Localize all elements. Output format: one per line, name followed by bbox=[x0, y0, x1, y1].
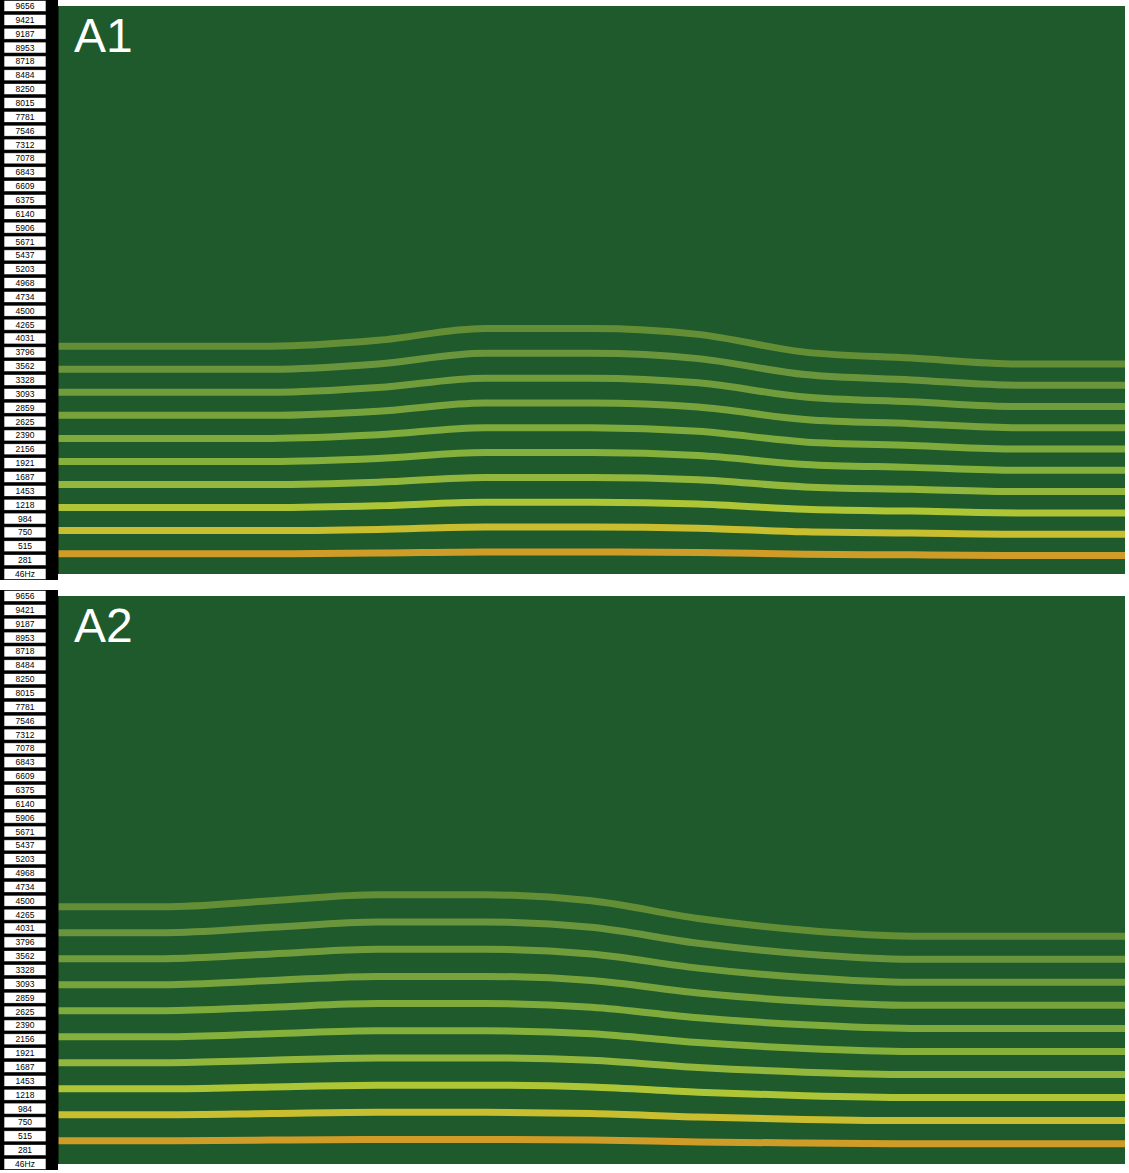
svg-text:5906: 5906 bbox=[16, 223, 35, 233]
svg-text:3328: 3328 bbox=[16, 375, 35, 385]
svg-text:8015: 8015 bbox=[16, 688, 35, 698]
svg-text:7546: 7546 bbox=[16, 716, 35, 726]
svg-text:8250: 8250 bbox=[16, 84, 35, 94]
svg-text:6375: 6375 bbox=[16, 195, 35, 205]
svg-text:1218: 1218 bbox=[16, 500, 35, 510]
svg-text:515: 515 bbox=[18, 1131, 32, 1141]
svg-text:7078: 7078 bbox=[16, 743, 35, 753]
svg-text:9656: 9656 bbox=[16, 1, 35, 11]
svg-text:9421: 9421 bbox=[16, 605, 35, 615]
svg-text:6375: 6375 bbox=[16, 785, 35, 795]
svg-text:4734: 4734 bbox=[16, 292, 35, 302]
svg-text:46Hz: 46Hz bbox=[15, 1159, 35, 1169]
svg-text:515: 515 bbox=[18, 541, 32, 551]
svg-text:3093: 3093 bbox=[16, 389, 35, 399]
svg-text:4031: 4031 bbox=[16, 333, 35, 343]
svg-text:281: 281 bbox=[18, 1145, 32, 1155]
svg-text:4968: 4968 bbox=[16, 278, 35, 288]
svg-text:9656: 9656 bbox=[16, 591, 35, 601]
svg-text:5203: 5203 bbox=[16, 264, 35, 274]
svg-text:5906: 5906 bbox=[16, 813, 35, 823]
svg-text:1921: 1921 bbox=[16, 458, 35, 468]
svg-text:2859: 2859 bbox=[16, 403, 35, 413]
svg-text:9421: 9421 bbox=[16, 15, 35, 25]
svg-text:5437: 5437 bbox=[16, 250, 35, 260]
svg-text:6609: 6609 bbox=[16, 771, 35, 781]
svg-text:2625: 2625 bbox=[16, 417, 35, 427]
svg-text:1453: 1453 bbox=[16, 486, 35, 496]
svg-text:4500: 4500 bbox=[16, 896, 35, 906]
svg-text:5437: 5437 bbox=[16, 840, 35, 850]
svg-text:6843: 6843 bbox=[16, 167, 35, 177]
svg-text:281: 281 bbox=[18, 555, 32, 565]
svg-text:1921: 1921 bbox=[16, 1048, 35, 1058]
svg-text:5671: 5671 bbox=[16, 237, 35, 247]
svg-text:2156: 2156 bbox=[16, 1034, 35, 1044]
svg-text:4265: 4265 bbox=[16, 910, 35, 920]
svg-text:8718: 8718 bbox=[16, 646, 35, 656]
svg-text:6140: 6140 bbox=[16, 799, 35, 809]
svg-text:4265: 4265 bbox=[16, 320, 35, 330]
svg-text:8953: 8953 bbox=[16, 633, 35, 643]
svg-text:8953: 8953 bbox=[16, 43, 35, 53]
svg-text:3796: 3796 bbox=[16, 937, 35, 947]
svg-text:7312: 7312 bbox=[16, 730, 35, 740]
html-text:A1: A1 bbox=[74, 9, 133, 62]
svg-text:3093: 3093 bbox=[16, 979, 35, 989]
svg-text:6609: 6609 bbox=[16, 181, 35, 191]
svg-text:3562: 3562 bbox=[16, 361, 35, 371]
svg-text:4031: 4031 bbox=[16, 923, 35, 933]
html-text:A2: A2 bbox=[74, 599, 133, 652]
svg-text:1687: 1687 bbox=[16, 472, 35, 482]
svg-text:750: 750 bbox=[18, 527, 32, 537]
svg-text:750: 750 bbox=[18, 1117, 32, 1127]
svg-text:2156: 2156 bbox=[16, 444, 35, 454]
svg-text:8484: 8484 bbox=[16, 660, 35, 670]
svg-text:1218: 1218 bbox=[16, 1090, 35, 1100]
svg-text:2390: 2390 bbox=[16, 1020, 35, 1030]
svg-text:3796: 3796 bbox=[16, 347, 35, 357]
svg-text:5203: 5203 bbox=[16, 854, 35, 864]
svg-text:3562: 3562 bbox=[16, 951, 35, 961]
svg-text:1453: 1453 bbox=[16, 1076, 35, 1086]
svg-text:984: 984 bbox=[18, 1104, 32, 1114]
svg-text:4968: 4968 bbox=[16, 868, 35, 878]
svg-text:2625: 2625 bbox=[16, 1007, 35, 1017]
svg-text:2859: 2859 bbox=[16, 993, 35, 1003]
svg-text:7781: 7781 bbox=[16, 702, 35, 712]
svg-text:8718: 8718 bbox=[16, 56, 35, 66]
svg-text:2390: 2390 bbox=[16, 430, 35, 440]
svg-text:46Hz: 46Hz bbox=[15, 569, 35, 579]
svg-text:7546: 7546 bbox=[16, 126, 35, 136]
svg-text:3328: 3328 bbox=[16, 965, 35, 975]
svg-text:7781: 7781 bbox=[16, 112, 35, 122]
svg-text:4734: 4734 bbox=[16, 882, 35, 892]
svg-text:6843: 6843 bbox=[16, 757, 35, 767]
svg-text:4500: 4500 bbox=[16, 306, 35, 316]
svg-text:8484: 8484 bbox=[16, 70, 35, 80]
svg-text:8250: 8250 bbox=[16, 674, 35, 684]
svg-text:1687: 1687 bbox=[16, 1062, 35, 1072]
svg-text:9187: 9187 bbox=[16, 29, 35, 39]
svg-text:6140: 6140 bbox=[16, 209, 35, 219]
svg-text:7312: 7312 bbox=[16, 140, 35, 150]
svg-text:5671: 5671 bbox=[16, 827, 35, 837]
svg-text:8015: 8015 bbox=[16, 98, 35, 108]
svg-text:7078: 7078 bbox=[16, 153, 35, 163]
svg-text:984: 984 bbox=[18, 514, 32, 524]
svg-text:9187: 9187 bbox=[16, 619, 35, 629]
